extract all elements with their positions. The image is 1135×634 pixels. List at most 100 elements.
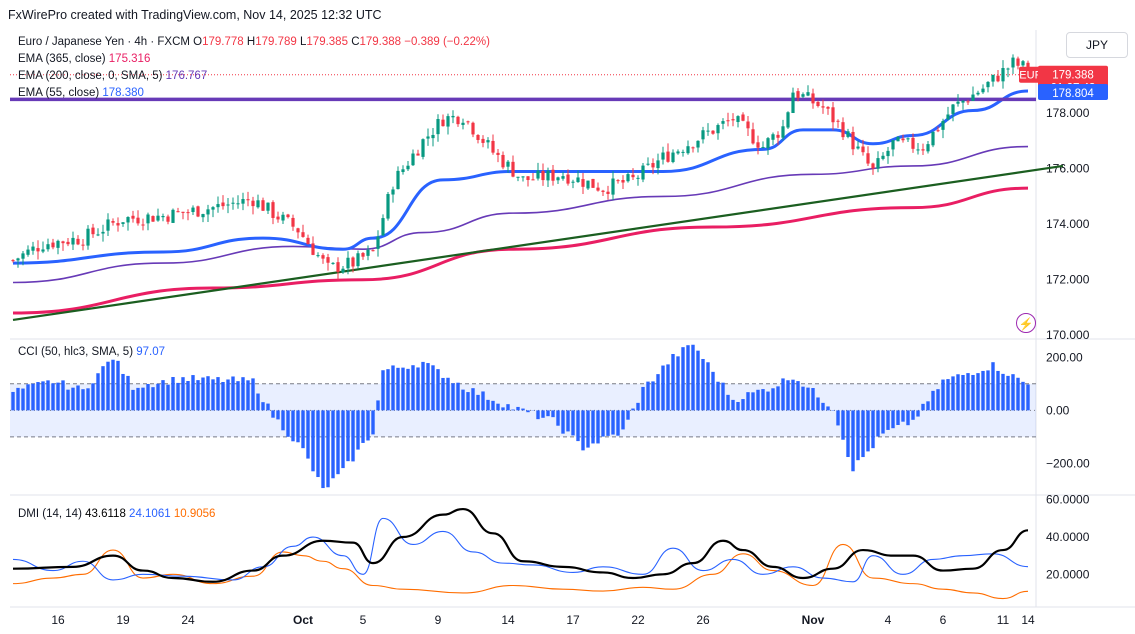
cci-bar	[586, 410, 590, 448]
candle-body	[276, 216, 280, 220]
cci-bar	[776, 386, 780, 411]
cci-bar	[316, 410, 320, 478]
cci-bar	[671, 354, 675, 411]
ema55-legend[interactable]: EMA (55, close) 178.380	[18, 87, 144, 99]
cci-bar	[426, 363, 430, 411]
candle-body	[846, 131, 850, 137]
cci-bar	[16, 387, 20, 411]
cci-bar	[596, 410, 600, 444]
price-tick-label: 176.000	[1046, 162, 1090, 176]
candle-body	[961, 100, 965, 103]
cci-bar	[751, 392, 755, 411]
lightning-icon[interactable]: ⚡	[1016, 313, 1036, 333]
candle-body	[856, 146, 860, 149]
cci-bar	[181, 377, 185, 411]
cci-bar	[996, 370, 1000, 411]
cci-bar	[21, 388, 25, 411]
di-plus-value: 24.1061	[129, 508, 171, 520]
candle-body	[901, 138, 905, 141]
candle-body	[661, 152, 665, 160]
candle-body	[676, 151, 680, 154]
cci-bar	[731, 399, 735, 411]
candle-body	[566, 174, 570, 184]
candle-body	[711, 130, 715, 134]
candle-body	[741, 114, 745, 121]
candle-body	[531, 179, 535, 181]
candle-body	[71, 237, 75, 245]
candle-body	[376, 236, 380, 249]
candle-body	[266, 202, 270, 211]
candle-body	[881, 155, 885, 159]
cci-bar	[966, 373, 970, 411]
symbol-title: Euro / Japanese Yen · 4h · FXCM	[18, 36, 190, 48]
cci-bar	[511, 409, 515, 411]
candle-body	[951, 104, 955, 114]
candle-body	[756, 142, 760, 148]
cci-bar	[916, 410, 920, 417]
dmi-legend[interactable]: DMI (14, 14) 43.6118 24.1061 10.9056	[18, 508, 216, 520]
cci-tick-label: −200.00	[1046, 456, 1090, 470]
candle-body	[496, 152, 500, 155]
cci-bar	[121, 373, 125, 411]
candle-body	[66, 241, 70, 245]
candle-body	[31, 246, 35, 251]
cci-bar	[601, 410, 605, 437]
candle-body	[471, 122, 475, 135]
ema200-legend[interactable]: EMA (200, close, 0, SMA, 5) 176.767	[18, 70, 208, 82]
candle-body	[486, 140, 490, 143]
candle-body	[151, 216, 155, 222]
cci-bar	[716, 381, 720, 411]
cci-bar	[816, 397, 820, 411]
cci-bar	[271, 410, 275, 418]
cci-bar	[991, 362, 995, 411]
candle-body	[246, 199, 250, 201]
cci-bar	[96, 373, 100, 411]
currency-button[interactable]: JPY	[1066, 32, 1128, 58]
cci-bar	[456, 382, 460, 411]
cci-bar	[666, 364, 670, 411]
cci-bar	[446, 377, 450, 411]
cci-bar	[566, 410, 570, 432]
candle-body	[831, 107, 835, 123]
candle-body	[451, 115, 455, 118]
candle-body	[391, 189, 395, 195]
candle-body	[816, 101, 820, 106]
candle-body	[511, 161, 515, 177]
candle-body	[141, 224, 145, 226]
cci-bar	[306, 410, 310, 459]
candle-body	[931, 131, 935, 146]
candle-body	[536, 170, 540, 179]
di-minus-value: 10.9056	[173, 508, 216, 520]
candle-body	[181, 211, 185, 213]
cci-bar	[971, 374, 975, 411]
candle-body	[971, 94, 975, 101]
cci-bar	[1021, 381, 1025, 411]
candle-body	[346, 257, 350, 269]
time-tick-label: 9	[435, 613, 442, 627]
cci-bar	[221, 381, 225, 411]
cci-bar	[366, 410, 370, 441]
candle-body	[236, 203, 240, 205]
cci-bar	[646, 381, 650, 411]
cci-bar	[106, 361, 110, 411]
candle-body	[561, 176, 565, 179]
candle-body	[871, 163, 875, 169]
cci-bar	[726, 394, 730, 411]
cci-bar	[401, 367, 405, 411]
di-plus-line	[12, 517, 1029, 583]
cci-bar	[91, 383, 95, 411]
cci-bar	[116, 360, 120, 411]
cci-bar	[841, 410, 845, 440]
cci-bar	[376, 400, 380, 411]
candle-body	[526, 176, 530, 181]
ema365-legend[interactable]: EMA (365, close) 175.316	[18, 53, 151, 65]
candle-body	[706, 130, 710, 132]
cci-legend[interactable]: CCI (50, hlc3, SMA, 5) 97.07	[18, 346, 166, 358]
cci-bar	[686, 345, 690, 411]
candle-body	[191, 207, 195, 213]
cci-bar	[166, 384, 170, 411]
cci-bar	[946, 379, 950, 411]
candle-body	[61, 241, 65, 244]
candle-body	[251, 200, 255, 207]
